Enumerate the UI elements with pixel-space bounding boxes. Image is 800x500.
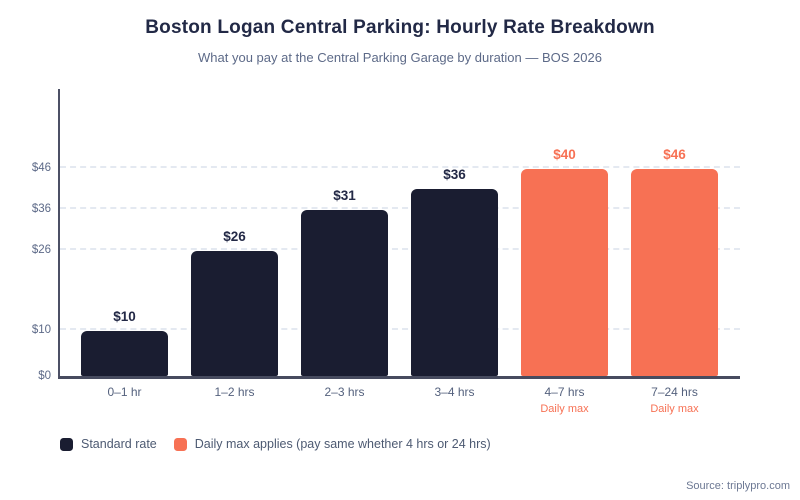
bar-3-4-hrs xyxy=(411,189,498,376)
x-axis-label-1-2-hrs: 1–2 hrs xyxy=(214,385,255,399)
gridline-26 xyxy=(60,248,740,251)
legend-item-standard-rate: Standard rate xyxy=(60,437,157,451)
gridline-36 xyxy=(60,206,740,209)
x-axis-label-3-4-hrs: 3–4 hrs xyxy=(434,385,475,399)
x-axis-label-7-24-hrs: 7–24 hrs xyxy=(651,385,698,399)
y-tick-label-36: $36 xyxy=(31,202,51,215)
bar-2-3-hrs xyxy=(301,210,388,376)
x-axis-label-0-1-hr: 0–1 hr xyxy=(107,385,142,399)
bar-value-label-2-3-hrs: $31 xyxy=(333,188,356,203)
legend-label-standard-rate: Standard rate xyxy=(81,437,157,451)
legend-label-daily-max: Daily max applies (pay same whether 4 hr… xyxy=(194,437,491,451)
legend: Standard rate Daily max applies (pay same… xyxy=(60,437,491,451)
x-axis-label-4-7-hrs: 4–7 hrs xyxy=(544,385,585,399)
bar-4-7-hrs xyxy=(521,169,608,376)
legend-swatch-standard-rate xyxy=(60,437,73,451)
source-attribution: Source: triplypro.com xyxy=(686,480,790,492)
bar-0-1-hr xyxy=(81,331,168,376)
bar-value-label-1-2-hrs: $26 xyxy=(223,229,246,244)
chart-title: Boston Logan Central Parking: Hourly Rat… xyxy=(145,17,655,38)
y-tick-label-10: $10 xyxy=(31,324,51,337)
legend-item-daily-max: Daily max applies (pay same whether 4 hr… xyxy=(173,437,491,451)
y-tick-label-26: $26 xyxy=(31,244,51,257)
bar-value-label-4-7-hrs: $40 xyxy=(553,147,576,162)
bar-value-label-3-4-hrs: $36 xyxy=(443,167,466,182)
chart-subtitle: What you pay at the Central Parking Gara… xyxy=(198,50,602,65)
bar-1-2-hrs xyxy=(191,251,278,376)
bar-value-label-0-1-hr: $10 xyxy=(113,309,136,324)
y-tick-label-0: $0 xyxy=(38,370,51,382)
gridline-10 xyxy=(60,328,740,331)
x-axis-label-2-3-hrs: 2–3 hrs xyxy=(324,385,365,399)
y-tick-label-46: $46 xyxy=(31,162,51,174)
bar-value-label-7-24-hrs: $46 xyxy=(663,147,686,162)
gridline-46 xyxy=(60,166,740,168)
daily-max-sublabel-4-7-hrs: Daily max xyxy=(540,403,589,415)
bar-7-24-hrs xyxy=(631,169,718,376)
legend-swatch-daily-max xyxy=(173,437,187,451)
daily-max-sublabel-7-24-hrs: Daily max xyxy=(650,403,699,415)
plot-area: $0 $10 $26 $36 $46 $10 0–1 hr $26 1–2 hrs $31 2–3 … xyxy=(32,89,740,415)
